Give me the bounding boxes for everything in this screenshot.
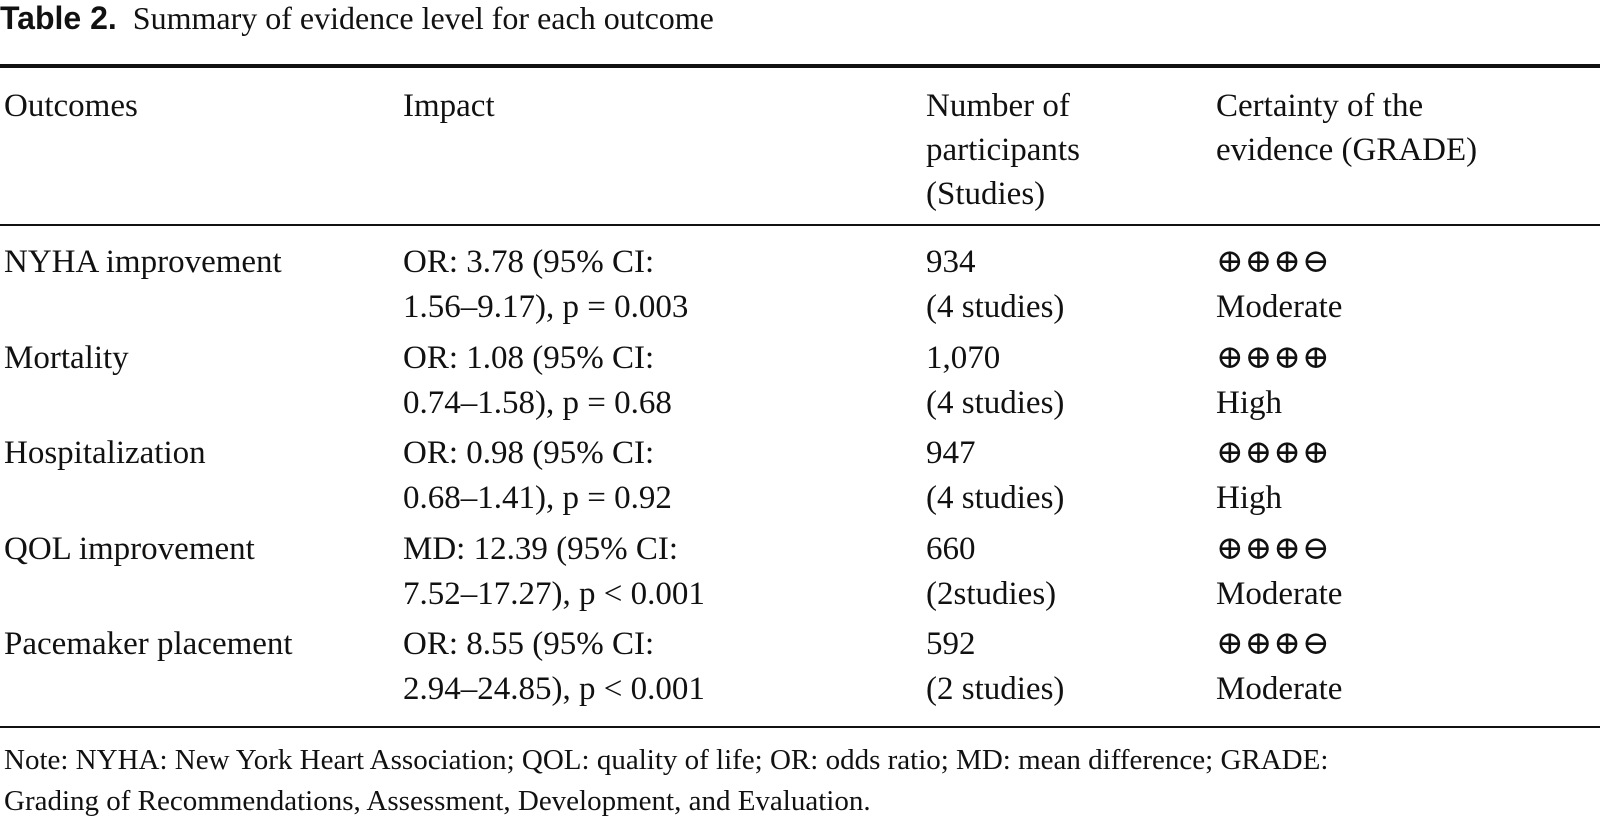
studies-count: (4 studies) xyxy=(926,289,1065,325)
studies-count: (2 studies) xyxy=(926,671,1065,707)
impact-line: 7.52–17.27), p < 0.001 xyxy=(403,576,705,612)
studies-count: (2studies) xyxy=(926,576,1057,612)
certainty-label: Moderate xyxy=(1216,576,1343,612)
certainty-cell: ⊕⊕⊕⊖ Moderate xyxy=(1216,240,1342,330)
header-participants-line: (Studies) xyxy=(926,176,1046,212)
certainty-label: Moderate xyxy=(1216,671,1343,707)
certainty-cell: ⊕⊕⊕⊖ Moderate xyxy=(1216,622,1342,712)
impact-line: 0.68–1.41), p = 0.92 xyxy=(403,480,672,516)
outcome-cell: Hospitalization xyxy=(4,435,206,471)
table-caption: Table 2. Summary of evidence level for e… xyxy=(0,0,714,36)
impact-cell: MD: 12.39 (95% CI: 7.52–17.27), p < 0.00… xyxy=(403,527,705,617)
participants-cell: 1,070 (4 studies) xyxy=(926,336,1064,426)
header-certainty-line: Certainty of the xyxy=(1216,88,1424,124)
table-row-qol: QOL improvement MD: 12.39 (95% CI: 7.52–… xyxy=(0,527,1600,623)
bottom-rule xyxy=(0,726,1600,728)
certainty-label: Moderate xyxy=(1216,289,1343,325)
certainty-cell: ⊕⊕⊕⊕ High xyxy=(1216,431,1331,521)
impact-line: OR: 3.78 (95% CI: xyxy=(403,244,655,280)
header-rule xyxy=(0,224,1600,226)
participants-cell: 592 (2 studies) xyxy=(926,622,1064,712)
impact-line: 1.56–9.17), p = 0.003 xyxy=(403,289,689,325)
participants-count: 592 xyxy=(926,626,976,662)
grade-symbols-icon: ⊕⊕⊕⊕ xyxy=(1216,340,1331,376)
grade-symbols-icon: ⊕⊕⊕⊖ xyxy=(1216,244,1331,280)
participants-count: 1,070 xyxy=(926,340,1001,376)
outcome-cell: NYHA improvement xyxy=(4,244,282,280)
header-certainty-line: evidence (GRADE) xyxy=(1216,132,1478,168)
header-outcomes-text: Outcomes xyxy=(4,88,138,124)
outcome-cell: Mortality xyxy=(4,340,129,376)
participants-cell: 947 (4 studies) xyxy=(926,431,1064,521)
header-participants: Number of participants (Studies) xyxy=(926,84,1080,216)
table-row-mortality: Mortality OR: 1.08 (95% CI: 0.74–1.58), … xyxy=(0,336,1600,432)
participants-count: 660 xyxy=(926,531,976,567)
table-row-hospitalization: Hospitalization OR: 0.98 (95% CI: 0.68–1… xyxy=(0,431,1600,527)
impact-cell: OR: 8.55 (95% CI: 2.94–24.85), p < 0.001 xyxy=(403,622,705,712)
outcome-cell: Pacemaker placement xyxy=(4,626,293,662)
grade-symbols-icon: ⊕⊕⊕⊕ xyxy=(1216,435,1331,471)
impact-cell: OR: 3.78 (95% CI: 1.56–9.17), p = 0.003 xyxy=(403,240,688,330)
certainty-cell: ⊕⊕⊕⊕ High xyxy=(1216,336,1331,426)
table-footnote: Note: NYHA: New York Heart Association; … xyxy=(4,740,1594,822)
header-certainty: Certainty of the evidence (GRADE) xyxy=(1216,84,1477,172)
participants-cell: 660 (2studies) xyxy=(926,527,1056,617)
table-label: Table 2. xyxy=(0,0,117,36)
grade-symbols-icon: ⊕⊕⊕⊖ xyxy=(1216,626,1331,662)
grade-symbols-icon: ⊕⊕⊕⊖ xyxy=(1216,531,1331,567)
participants-count: 947 xyxy=(926,435,976,471)
header-impact-text: Impact xyxy=(403,88,495,124)
top-rule xyxy=(0,64,1600,68)
studies-count: (4 studies) xyxy=(926,480,1065,516)
table-title: Summary of evidence level for each outco… xyxy=(132,0,714,36)
impact-cell: OR: 1.08 (95% CI: 0.74–1.58), p = 0.68 xyxy=(403,336,672,426)
certainty-cell: ⊕⊕⊕⊖ Moderate xyxy=(1216,527,1342,617)
header-outcomes: Outcomes xyxy=(4,84,138,128)
certainty-label: High xyxy=(1216,385,1282,421)
impact-line: OR: 1.08 (95% CI: xyxy=(403,340,655,376)
impact-line: 0.74–1.58), p = 0.68 xyxy=(403,385,672,421)
header-participants-line: participants xyxy=(926,132,1080,168)
impact-line: OR: 8.55 (95% CI: xyxy=(403,626,655,662)
header-participants-line: Number of xyxy=(926,88,1070,124)
participants-count: 934 xyxy=(926,244,976,280)
footnote-line: Grading of Recommendations, Assessment, … xyxy=(4,785,871,817)
impact-line: MD: 12.39 (95% CI: xyxy=(403,531,678,567)
outcome-cell: QOL improvement xyxy=(4,531,255,567)
table-row-pacemaker: Pacemaker placement OR: 8.55 (95% CI: 2.… xyxy=(0,622,1600,718)
certainty-label: High xyxy=(1216,480,1282,516)
participants-cell: 934 (4 studies) xyxy=(926,240,1064,330)
table-row-nyha: NYHA improvement OR: 3.78 (95% CI: 1.56–… xyxy=(0,240,1600,336)
impact-line: 2.94–24.85), p < 0.001 xyxy=(403,671,705,707)
impact-cell: OR: 0.98 (95% CI: 0.68–1.41), p = 0.92 xyxy=(403,431,672,521)
header-impact: Impact xyxy=(403,84,495,128)
impact-line: OR: 0.98 (95% CI: xyxy=(403,435,655,471)
studies-count: (4 studies) xyxy=(926,385,1065,421)
footnote-line: Note: NYHA: New York Heart Association; … xyxy=(4,744,1329,776)
